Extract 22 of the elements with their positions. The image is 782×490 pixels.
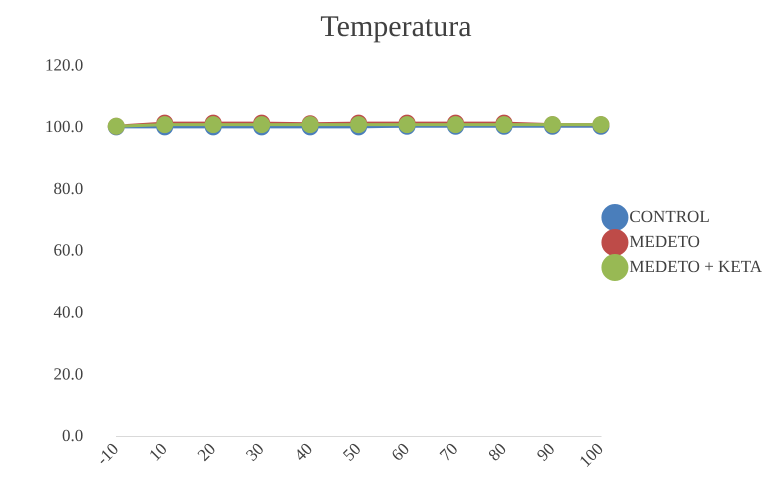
x-tick-label: 80 <box>484 439 510 465</box>
y-tick-label: 0.0 <box>62 426 84 446</box>
legend-label: MEDETO <box>629 232 700 251</box>
x-tick-label: 60 <box>388 439 414 465</box>
y-tick-label: 100.0 <box>45 117 84 136</box>
x-tick-label: -10 <box>92 439 122 469</box>
legend-label: CONTROL <box>629 206 710 226</box>
x-tick-label: 20 <box>194 439 220 465</box>
x-tick-label: 30 <box>242 439 268 465</box>
y-tick-label: 40.0 <box>54 302 84 322</box>
x-tick-label: 50 <box>339 439 365 465</box>
legend-label: MEDETO + KETA <box>629 256 763 276</box>
y-tick-label: 80.0 <box>54 178 84 198</box>
y-tick-label: 120.0 <box>45 55 84 74</box>
y-tick-label: 20.0 <box>54 364 84 384</box>
x-tick-label: 10 <box>145 439 171 465</box>
x-tick-label: 70 <box>436 439 462 465</box>
y-tick-label: 60.0 <box>54 240 84 260</box>
x-tick-label: 100 <box>575 439 607 471</box>
chart-title: Temperatura <box>320 10 472 43</box>
x-tick-label: 40 <box>290 439 316 465</box>
x-tick-label: 90 <box>533 439 558 465</box>
